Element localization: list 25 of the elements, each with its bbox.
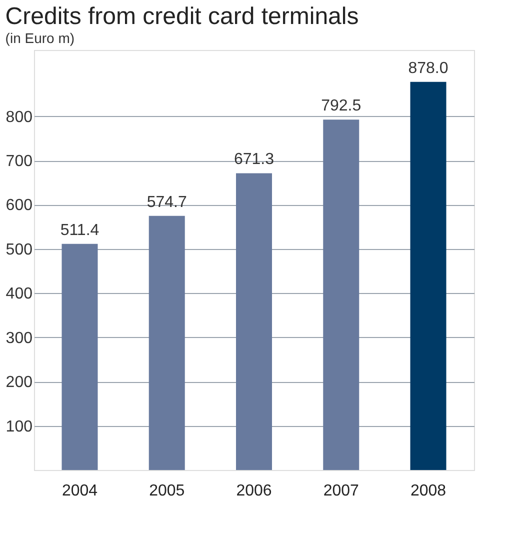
x-tick-label: 2007 — [323, 482, 360, 500]
y-tick-label: 800 — [6, 108, 33, 126]
data-label: 792.5 — [321, 98, 362, 115]
data-label: 574.7 — [146, 194, 187, 211]
y-tick-label: 300 — [6, 330, 33, 347]
y-tick-label: 700 — [6, 153, 33, 170]
bar — [148, 216, 185, 470]
y-tick-label: 500 — [6, 241, 33, 258]
x-tick-label: 2005 — [149, 482, 185, 500]
data-label: 878.0 — [408, 60, 448, 77]
bar — [323, 120, 360, 470]
data-label: 671.3 — [234, 151, 274, 168]
chart-subtitle: (in Euro m) — [5, 30, 75, 46]
data-label: 511.4 — [60, 222, 100, 239]
y-tick-label: 400 — [6, 286, 33, 303]
y-tick-label: 600 — [6, 197, 33, 214]
x-tick-label: 2004 — [62, 482, 98, 500]
chart-title: Credits from credit card terminals — [5, 3, 359, 30]
x-tick-label: 2008 — [410, 482, 446, 500]
x-tick-label: 2006 — [236, 482, 272, 500]
bar — [62, 244, 98, 470]
y-tick-label: 100 — [6, 418, 33, 436]
y-tick-label: 200 — [6, 374, 33, 392]
bar — [410, 82, 446, 470]
bar — [236, 173, 272, 470]
